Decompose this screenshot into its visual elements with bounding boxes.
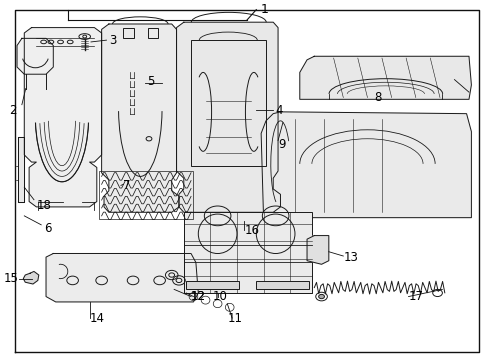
Text: 3: 3 [109, 33, 116, 47]
Bar [191, 40, 265, 166]
Text: 2: 2 [10, 104, 17, 117]
Bar [147, 28, 158, 39]
Text: 18: 18 [36, 199, 51, 212]
Text: 5: 5 [147, 75, 155, 88]
Polygon shape [306, 235, 328, 264]
Polygon shape [46, 253, 198, 302]
Text: 13: 13 [343, 251, 357, 264]
Text: 11: 11 [227, 311, 242, 325]
Bar [256, 282, 309, 289]
Bar [123, 28, 134, 39]
Text: 12: 12 [191, 290, 205, 303]
Text: 1: 1 [261, 3, 268, 16]
Text: 7: 7 [123, 179, 131, 192]
Text: 12: 12 [191, 290, 205, 303]
Polygon shape [19, 137, 24, 202]
Text: 4: 4 [275, 104, 283, 117]
Text: 10: 10 [212, 290, 227, 303]
Bar [183, 212, 311, 293]
Text: 17: 17 [407, 290, 423, 303]
Text: 16: 16 [244, 224, 259, 237]
Text: 8: 8 [374, 91, 381, 104]
Polygon shape [17, 39, 53, 74]
Polygon shape [176, 22, 280, 212]
Polygon shape [23, 271, 39, 284]
Polygon shape [102, 24, 179, 212]
Polygon shape [261, 112, 470, 218]
Bar [99, 171, 193, 220]
Ellipse shape [318, 294, 324, 299]
Text: 9: 9 [278, 138, 285, 150]
Text: 14: 14 [89, 311, 104, 325]
Bar [186, 282, 239, 289]
Text: 6: 6 [43, 222, 51, 235]
Text: 15: 15 [3, 272, 19, 285]
Polygon shape [299, 56, 470, 99]
Polygon shape [24, 28, 102, 207]
